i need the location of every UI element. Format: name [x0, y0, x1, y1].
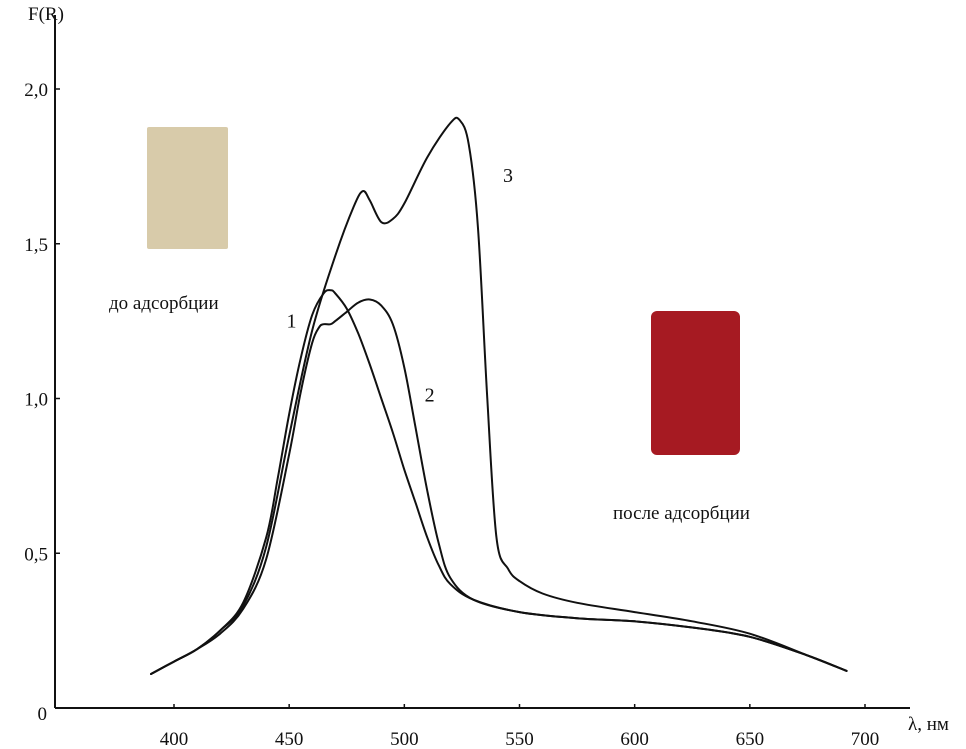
annotation-after: после адсорбции [613, 503, 750, 524]
x-tick-label: 700 [851, 729, 880, 749]
series-line-2 [150, 298, 848, 675]
x-tick-label: 400 [160, 729, 189, 749]
x-tick-label: 550 [505, 729, 534, 749]
sample-swatch-before [147, 127, 228, 249]
y-axis-title: F(R) [28, 4, 64, 25]
x-tick-label: 450 [275, 729, 304, 749]
y-tick-label: 0,5 [24, 544, 48, 565]
series-line-1 [150, 289, 848, 675]
y-tick-label: 1,5 [24, 235, 48, 256]
sample-swatch-after [651, 311, 740, 455]
curve-label-3: 3 [503, 165, 513, 187]
tick-group: 400 450 500 550 600 650 700 0 0,5 1,0 1,5 2,0 [24, 80, 879, 749]
curve-label-2: 2 [425, 385, 435, 407]
x-axis-title: λ, нм [908, 714, 949, 735]
axes [54, 15, 910, 709]
y-tick-label: 0 [38, 704, 48, 725]
x-tick-label: 500 [390, 729, 419, 749]
series-group [150, 116, 848, 675]
curve-label-1: 1 [286, 310, 296, 332]
y-tick-label: 2,0 [24, 80, 48, 101]
series-line-3 [150, 116, 848, 675]
x-tick-label: 600 [620, 729, 649, 749]
y-tick-label: 1,0 [24, 390, 48, 411]
annotation-before: до адсорбции [109, 293, 219, 314]
curve-label-group: 1 2 3 [286, 165, 513, 407]
x-tick-label: 650 [736, 729, 765, 749]
